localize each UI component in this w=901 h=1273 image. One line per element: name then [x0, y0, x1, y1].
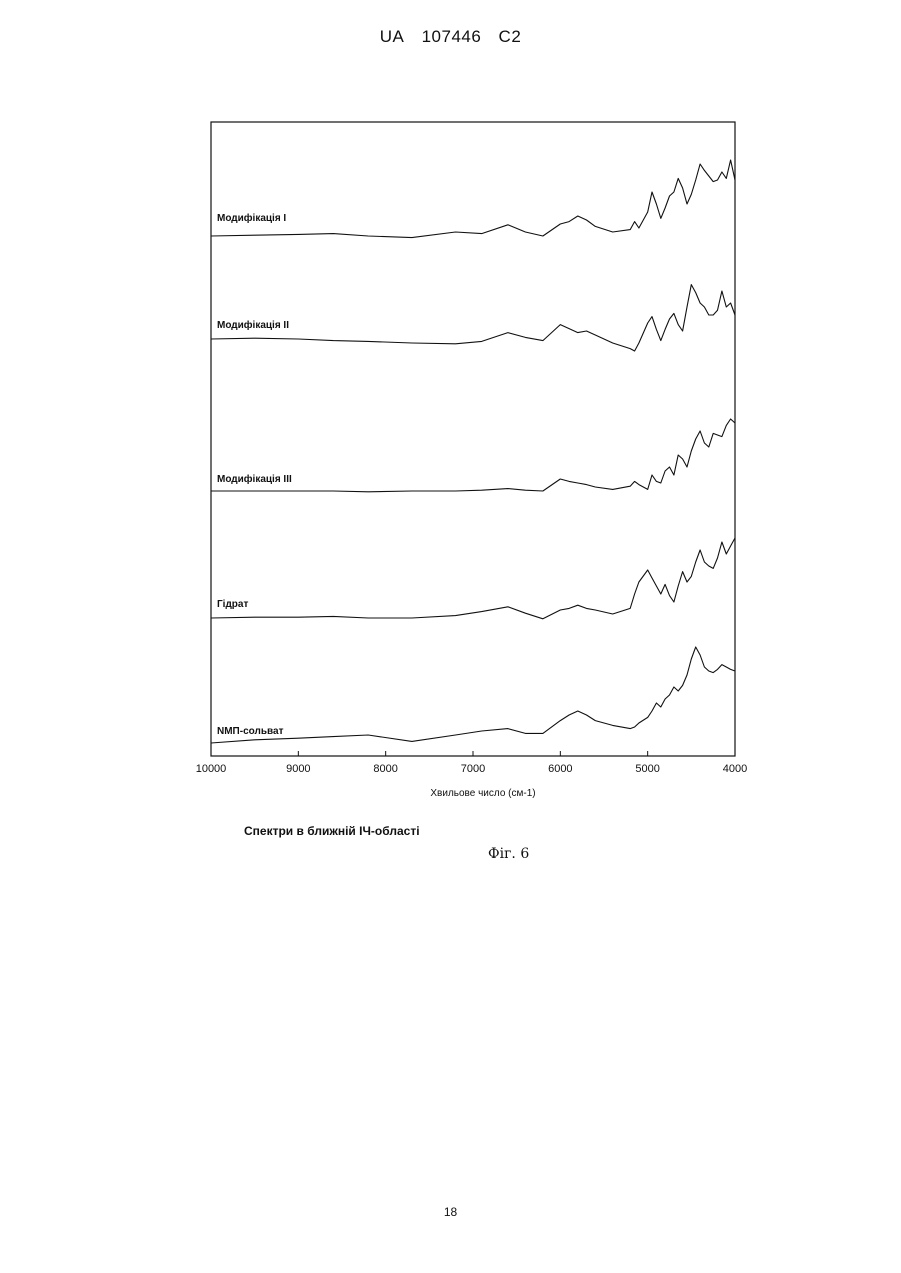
series-label-3: Модифікація III — [217, 473, 292, 485]
header-kind: C2 — [499, 27, 522, 46]
x-tick-label-9000: 9000 — [286, 763, 310, 775]
series-line-4 — [211, 538, 735, 619]
x-tick-label-6000: 6000 — [548, 763, 572, 775]
series-line-2 — [211, 285, 735, 351]
x-axis-label: Хвильове число (см-1) — [430, 788, 535, 799]
series-line-5 — [211, 647, 735, 743]
series-label-4: Гідрат — [217, 599, 248, 610]
series-label-5: NMП-сольват — [217, 726, 284, 737]
x-tick-label-4000: 4000 — [723, 763, 747, 775]
header-number: 107446 — [422, 27, 482, 46]
x-tick-label-8000: 8000 — [373, 763, 397, 775]
nir-spectra-chart: Модифікація I Модифікація II Модифікація I… — [195, 115, 755, 815]
series-label-2: Модифікація II — [217, 319, 289, 331]
figure-caption: Спектри в ближній ІЧ-області — [244, 824, 420, 838]
header-country: UA — [380, 27, 405, 46]
series-line-1 — [211, 160, 735, 238]
series-label-1: Модифікація I — [217, 212, 286, 224]
plot-frame — [211, 122, 735, 756]
page-number: 18 — [0, 1205, 901, 1219]
figure-label: Фіг. 6 — [488, 846, 529, 862]
x-tick-label-5000: 5000 — [635, 763, 659, 775]
patent-header: UA 107446 C2 — [0, 27, 901, 47]
x-tick-label-7000: 7000 — [461, 763, 485, 775]
x-tick-label-10000: 10000 — [196, 763, 227, 775]
